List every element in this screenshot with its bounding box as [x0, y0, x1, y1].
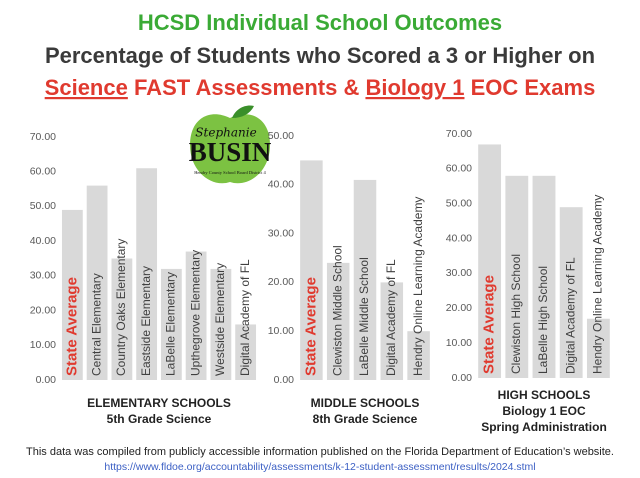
y-tick-label: 10.00	[446, 337, 472, 349]
y-tick-label: 60.00	[30, 165, 56, 177]
y-tick-label: 50.00	[446, 197, 472, 209]
x-axis-title: HIGH SCHOOLS	[498, 388, 591, 402]
x-axis-title: 8th Grade Science	[313, 412, 418, 426]
source-link[interactable]: https://www.fldoe.org/accountability/ass…	[104, 461, 535, 473]
category-label: LaBelle High School	[536, 266, 550, 374]
y-tick-label: 40.00	[30, 235, 56, 247]
title: HCSD Individual School Outcomes	[138, 10, 502, 35]
y-tick-label: 0.00	[452, 372, 473, 384]
title-part: Biology 1	[365, 75, 464, 100]
bar	[136, 168, 158, 380]
x-axis-title: 5th Grade Science	[107, 412, 212, 426]
category-label: Central Elementary	[89, 273, 103, 376]
bar	[61, 209, 83, 380]
bar	[235, 324, 257, 380]
category-label: Hendry Online Learning Academy	[591, 195, 605, 374]
y-tick-label: 40.00	[446, 232, 472, 244]
bar	[326, 262, 350, 380]
x-axis-title: ELEMENTARY SCHOOLS	[87, 396, 231, 410]
logo-caption: Hendry County School Board District 4	[194, 170, 266, 175]
y-tick-label: 10.00	[30, 339, 56, 351]
y-tick-label: 0.00	[274, 374, 295, 386]
y-tick-label: 70.00	[30, 131, 56, 143]
x-axis-title: Spring Administration	[481, 420, 607, 434]
bar	[586, 318, 610, 378]
category-label: Digital Academy of FL	[384, 259, 398, 376]
category-label: Eastside Elementary	[139, 266, 153, 376]
y-tick-label: 10.00	[268, 325, 294, 337]
y-tick-label: 20.00	[446, 302, 472, 314]
category-label: State Average	[481, 275, 498, 374]
title-part: FAST Assessments &	[128, 75, 366, 100]
category-label: Country Oaks Elementary	[114, 239, 128, 376]
y-tick-label: 70.00	[446, 128, 472, 140]
y-tick-label: 60.00	[446, 163, 472, 175]
y-tick-label: 30.00	[268, 227, 294, 239]
category-label: Upthegrove Elementary	[188, 250, 202, 376]
bar	[210, 268, 232, 380]
bar	[505, 175, 529, 378]
bar	[86, 185, 108, 380]
bar	[353, 179, 377, 380]
y-tick-label: 30.00	[446, 267, 472, 279]
logo: Stephanie BUSIN Hendry County School Boa…	[189, 105, 272, 184]
y-tick-label: 40.00	[268, 179, 294, 191]
x-axis-title: MIDDLE SCHOOLS	[311, 396, 420, 410]
y-tick-label: 20.00	[268, 276, 294, 288]
title-part: EOC Exams	[464, 75, 595, 100]
category-label: Digital Academy of FL	[238, 259, 252, 376]
bar	[559, 207, 583, 378]
category-label: LaBelle Middle School	[357, 257, 371, 376]
logo-script: Stephanie	[195, 126, 256, 140]
bar	[300, 160, 323, 380]
footnote: This data was compiled from publicly acc…	[26, 446, 614, 458]
category-label: LaBelle Elementary	[164, 272, 178, 376]
x-axis-title: Biology 1 EOC	[502, 404, 586, 418]
title-part: Science	[45, 75, 128, 100]
category-label: State Average	[302, 277, 319, 376]
y-tick-label: 50.00	[268, 130, 294, 142]
bar	[380, 282, 404, 380]
bar	[185, 251, 207, 380]
y-tick-label: 0.00	[36, 374, 57, 386]
y-tick-label: 20.00	[30, 304, 56, 316]
category-label: State Average	[63, 277, 80, 376]
y-tick-label: 50.00	[30, 200, 56, 212]
category-label: Digital Academy of FL	[563, 257, 577, 374]
subtitle: Percentage of Students who Scored a 3 or…	[45, 43, 595, 68]
category-label: Clewiston High School	[509, 254, 523, 374]
subtitle-2: Science FAST Assessments & Biology 1 EOC…	[45, 75, 596, 100]
category-label: Clewiston Middle School	[330, 245, 344, 376]
bar	[532, 175, 556, 378]
logo-name: BUSIN	[189, 137, 272, 167]
category-label: Hendry Online Learning Academy	[411, 197, 425, 376]
bar	[407, 331, 430, 380]
bar	[478, 144, 502, 378]
category-label: Westside Elementary	[213, 263, 227, 376]
bar	[111, 258, 133, 380]
apple	[190, 114, 270, 184]
y-tick-label: 30.00	[30, 270, 56, 282]
bar	[160, 268, 182, 380]
leaf	[232, 105, 254, 118]
